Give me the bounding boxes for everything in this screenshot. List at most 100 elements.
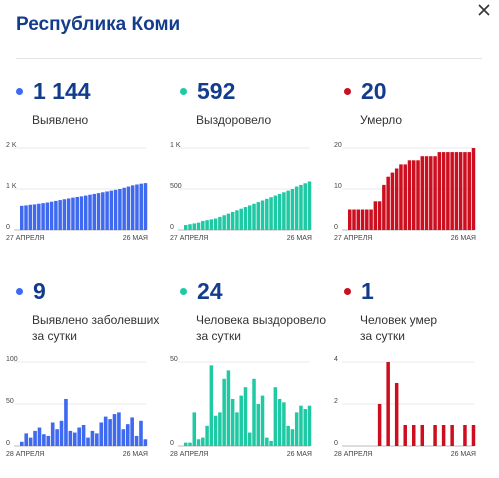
bar: [79, 196, 84, 230]
bar: [101, 192, 105, 230]
x-end-label: 26 МАЯ: [451, 235, 476, 242]
y-tick-label: 20: [334, 142, 342, 149]
bar: [192, 412, 197, 446]
y-tick-label: 0: [6, 224, 10, 231]
stat-value: 20: [361, 78, 387, 104]
bar: [72, 432, 77, 446]
x-end-label: 26 МАЯ: [287, 451, 312, 458]
bar: [265, 198, 269, 230]
bar: [59, 420, 64, 446]
stat-panel-died-total: 20 Умерло 0 10 20 27 АПРЕЛЯ 26 МАЯ: [334, 78, 494, 278]
bar: [471, 148, 476, 230]
stat-value-row: 1 144: [16, 78, 91, 105]
bar: [50, 422, 55, 446]
bar: [24, 433, 29, 446]
bar: [20, 205, 24, 230]
bar: [239, 208, 243, 230]
x-end-label: 26 МАЯ: [451, 451, 476, 458]
bar: [37, 427, 42, 446]
bar: [218, 412, 222, 446]
bar: [294, 186, 299, 230]
bar: [273, 195, 278, 230]
bar: [230, 398, 235, 446]
bar: [235, 210, 239, 230]
bar: [105, 191, 109, 230]
close-icon[interactable]: [476, 2, 492, 18]
bar: [118, 189, 122, 230]
stat-panel-detected-daily: 9 Выявлено заболевших за сутки 0 50 100 28 АПР…: [6, 278, 166, 478]
x-end-label: 26 МАЯ: [123, 235, 148, 242]
bar-chart: 0 50 100 28 АПРЕЛЯ 26 МАЯ: [6, 356, 148, 458]
bar: [71, 197, 75, 230]
y-tick-label: 0: [334, 224, 338, 231]
bar: [205, 220, 209, 230]
bar: [307, 405, 312, 446]
bar: [86, 437, 90, 446]
bar: [77, 427, 81, 446]
bar: [441, 152, 446, 230]
stat-label-line: Выявлено заболевших: [32, 313, 160, 327]
bar: [66, 198, 71, 230]
bar: [437, 152, 442, 230]
stat-value: 24: [197, 278, 223, 304]
bar: [458, 152, 463, 230]
bar: [248, 432, 252, 446]
y-tick-label: 1 K: [170, 142, 181, 149]
bar-chart: 0 2 4 28 АПРЕЛЯ 26 МАЯ: [334, 356, 476, 458]
bar: [134, 435, 139, 446]
stat-label-line: за сутки: [32, 329, 77, 343]
bar: [450, 152, 454, 230]
bar: [446, 152, 450, 230]
bar: [62, 199, 67, 230]
bar: [412, 425, 416, 446]
bar: [243, 387, 248, 446]
bar: [290, 429, 295, 446]
bar: [369, 209, 373, 230]
stat-value: 592: [197, 78, 236, 104]
bar: [64, 398, 68, 446]
bar: [33, 430, 37, 446]
x-end-label: 26 МАЯ: [287, 235, 312, 242]
bar: [108, 419, 112, 446]
bar: [113, 189, 118, 230]
bar: [243, 207, 248, 230]
bar: [433, 425, 437, 446]
bar: [265, 437, 269, 446]
bar: [46, 435, 51, 446]
bar: [348, 209, 352, 230]
bar: [139, 183, 143, 230]
bar: [441, 425, 446, 446]
bar: [143, 183, 148, 230]
bar: [218, 216, 222, 230]
y-tick-label: 0: [170, 440, 174, 447]
bar: [454, 152, 459, 230]
bar: [230, 211, 235, 230]
stat-panel-recovered-daily: 24 Человека выздоровело за сутки 0 50 28 АПРЕ…: [170, 278, 330, 478]
bar: [213, 415, 218, 446]
y-tick-label: 0: [170, 224, 174, 231]
bar: [256, 404, 261, 446]
bar: [269, 197, 273, 230]
y-tick-label: 4: [334, 356, 338, 363]
bar: [90, 430, 95, 446]
stat-label-line: Человек умер: [360, 313, 438, 327]
bar: [360, 209, 365, 230]
bar: [294, 412, 299, 446]
bar: [188, 442, 192, 446]
bar: [382, 184, 386, 230]
stat-panel-died-daily: 1 Человек умер за сутки 0 2 4 28 АПРЕЛЯ 26 МАЯ: [334, 278, 494, 478]
x-start-label: 28 АПРЕЛЯ: [170, 451, 208, 458]
bar: [41, 203, 45, 230]
bar: [352, 209, 356, 230]
bar: [248, 205, 252, 230]
bar: [99, 422, 104, 446]
bar: [377, 404, 382, 446]
bar: [201, 220, 205, 230]
y-tick-label: 1 K: [6, 183, 17, 190]
stat-label-line: за сутки: [360, 329, 405, 343]
bar: [28, 437, 33, 446]
bar: [256, 202, 261, 230]
x-start-label: 27 АПРЕЛЯ: [6, 235, 44, 242]
stat-label-line: за сутки: [196, 329, 241, 343]
bar: [399, 164, 403, 230]
